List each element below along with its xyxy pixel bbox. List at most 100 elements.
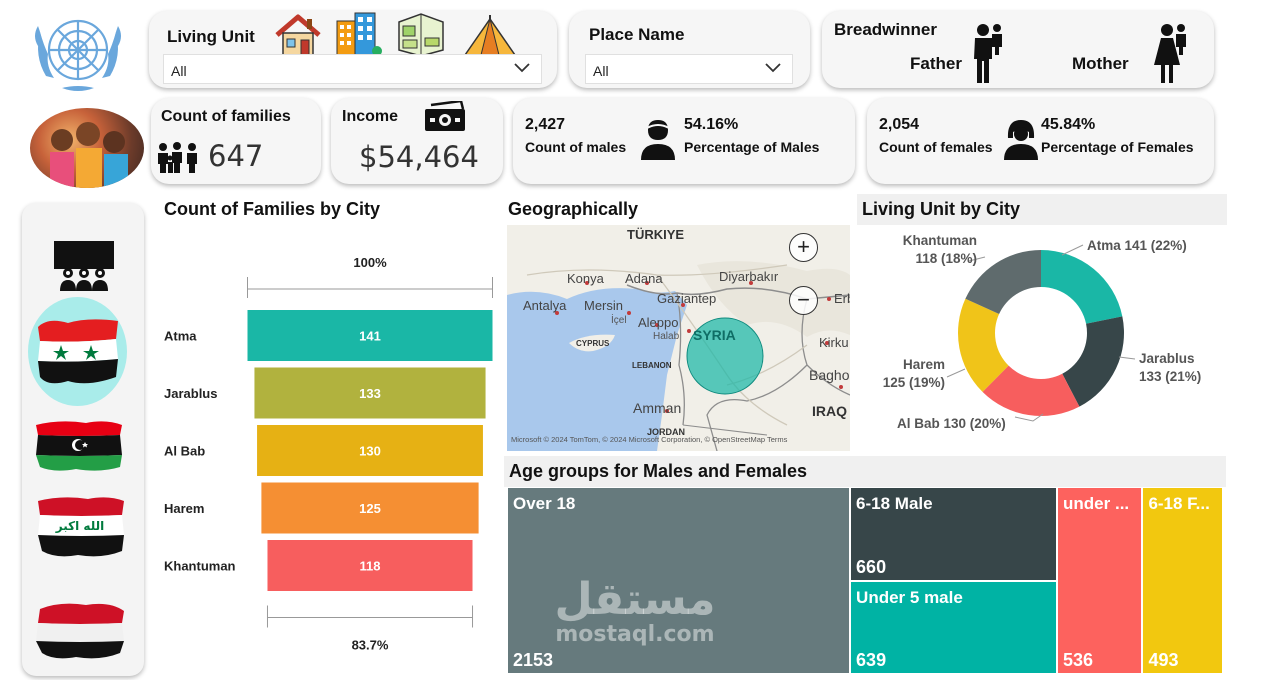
slice-khantuman[interactable]	[965, 250, 1041, 315]
room-interior-icon	[395, 12, 447, 63]
top-percent-label: 100%	[353, 255, 387, 270]
map-label-jordan: JORDAN	[647, 427, 686, 437]
males-pct-label: Percentage of Males	[684, 139, 820, 155]
treemap-cell-value: 2153	[513, 650, 554, 670]
bottom-percent-label: 83.7%	[352, 638, 389, 653]
bottom-percent-bracket	[266, 605, 474, 628]
living-unit-filter-card: Living Unit	[149, 11, 557, 88]
treemap-cell-label: Under 5 male	[856, 587, 963, 607]
plus-icon: +	[797, 234, 810, 259]
treemap-cell-label: 6-18 Male	[856, 494, 933, 513]
bar-value-label: 130	[359, 444, 381, 459]
treemap-cell-value: 660	[856, 556, 887, 577]
map-label-kirkuk: Kirku	[819, 335, 849, 350]
donut-label-harem: Harem 125 (19%)	[883, 357, 966, 390]
bar-khantuman[interactable]	[267, 540, 473, 591]
slice-harem[interactable]	[958, 298, 1009, 392]
category-label: Jarablus	[164, 386, 217, 401]
sidebar-item-yemen[interactable]	[30, 599, 130, 668]
bar-al-bab[interactable]	[257, 425, 483, 476]
place-name-filter-card: Place Name All	[569, 11, 810, 88]
map-label-turkiye: TÜRKIYE	[627, 227, 685, 242]
map-label-mersin: Mersin	[584, 298, 624, 313]
category-label: Harem	[164, 501, 204, 516]
map-label-baghdad: Bagho	[809, 367, 850, 383]
category-label: Khantuman	[164, 559, 236, 574]
male-person-icon	[639, 118, 677, 167]
map-label-cyprus: CYPRUS	[576, 339, 610, 348]
slice-al-bab[interactable]	[982, 365, 1080, 416]
map-label-erbil: Erb	[834, 291, 850, 306]
sidebar-item-libya[interactable]	[30, 417, 126, 480]
place-name-title: Place Name	[589, 25, 685, 44]
treemap-cell-over-18[interactable]: Over 18 2153	[508, 488, 850, 673]
bar-jarablus[interactable]	[254, 367, 486, 419]
father-with-child-icon[interactable]	[970, 23, 1006, 90]
map-label-konya: Konya	[567, 271, 604, 286]
bar-harem[interactable]	[261, 482, 479, 534]
minus-icon: −	[797, 287, 810, 312]
families-kpi-value: 647	[208, 139, 264, 173]
svg-text:Jarablus: Jarablus	[1139, 351, 1195, 366]
map-label-iraq: IRAQ	[812, 403, 847, 419]
map-zoom-in-button[interactable]: +	[789, 233, 818, 262]
svg-text:Khantuman: Khantuman	[903, 233, 977, 248]
sidebar-item-iraq[interactable]: الله اكبر	[32, 493, 128, 566]
treemap-cell-6-18-f[interactable]: 6-18 F... 493	[1143, 488, 1222, 673]
iraq-flag: الله اكبر	[38, 497, 124, 557]
yemen-flag	[36, 603, 124, 659]
top-percent-bracket	[247, 277, 493, 298]
treemap-cell-under-5-male[interactable]: Under 5 male 639	[851, 581, 1057, 673]
chevron-down-icon	[764, 61, 782, 77]
svg-text:133 (21%): 133 (21%)	[1139, 369, 1201, 384]
map-label-amman: Amman	[633, 400, 682, 416]
slice-jarablus[interactable]	[1062, 316, 1124, 407]
sidebar-nav: الله اكبر	[22, 203, 144, 676]
sidebar-item-overview[interactable]	[52, 239, 116, 296]
syria-flag	[38, 319, 118, 384]
treemap-cell-label: under ...	[1063, 494, 1130, 513]
bar-value-label: 125	[359, 501, 381, 516]
map-label-aleppo: Aleppo	[638, 315, 679, 330]
breadwinner-title: Breadwinner	[834, 20, 937, 39]
age-groups-treemap: Over 18 2153 6-18 Male 660 Under 5 male 639 un…	[508, 488, 1222, 673]
map-label-adana: Adana	[625, 271, 663, 286]
age-groups-title: Age groups for Males and Females	[504, 456, 1226, 487]
donut-label-khantuman: Khantuman 118 (18%)	[903, 233, 986, 266]
treemap-cell-value: 536	[1063, 650, 1094, 670]
treemap-cell-6-18-male[interactable]: 6-18 Male 660	[851, 488, 1057, 580]
map-attribution: Microsoft © 2024 TomTom, © 2024 Microsof…	[511, 435, 788, 444]
treemap-cell-under[interactable]: under ... 536	[1058, 488, 1142, 673]
treemap-cell-label: 6-18 F...	[1148, 494, 1210, 513]
breadwinner-option-mother[interactable]: Mother	[1072, 54, 1129, 73]
map-label-gaziantep: Gaziantep	[657, 291, 717, 306]
slice-atma[interactable]	[1041, 250, 1123, 324]
living-unit-dropdown[interactable]: All	[163, 54, 542, 84]
category-label: Al Bab	[164, 444, 205, 459]
living-unit-dropdown-value: All	[171, 63, 187, 79]
children-photo	[30, 108, 144, 188]
donut-label-atma: Atma 141 (22%)	[1061, 238, 1187, 256]
map-title: Geographically	[503, 194, 850, 225]
breadwinner-option-father[interactable]: Father	[910, 54, 962, 73]
donut-label-jarablus: Jarablus 133 (21%)	[1118, 351, 1201, 384]
families-kpi-card: Count of families 647	[151, 98, 321, 184]
males-count-value: 2,427	[525, 116, 566, 133]
treemap-cell-value: 493	[1148, 650, 1179, 670]
females-count-label: Count of females	[879, 139, 993, 155]
bar-atma[interactable]	[247, 310, 493, 361]
place-name-dropdown[interactable]: All	[585, 54, 793, 84]
svg-text:Harem: Harem	[903, 357, 945, 372]
mother-with-child-icon[interactable]	[1154, 23, 1190, 90]
map-view[interactable]: TÜRKIYE Konya Adana Diyarbakır Antalya M…	[507, 225, 850, 451]
map-zoom-out-button[interactable]: −	[789, 286, 818, 315]
svg-text:118 (18%): 118 (18%)	[915, 251, 977, 266]
bar-value-label: 118	[360, 559, 381, 574]
chevron-down-icon	[513, 61, 531, 77]
house-icon	[273, 13, 323, 64]
sidebar-item-syria[interactable]	[28, 297, 127, 406]
treemap-cell-label: Over 18	[513, 494, 576, 513]
svg-text:Atma 141 (22%): Atma 141 (22%)	[1087, 238, 1187, 253]
un-logo	[28, 6, 128, 98]
family-icon	[155, 142, 201, 179]
